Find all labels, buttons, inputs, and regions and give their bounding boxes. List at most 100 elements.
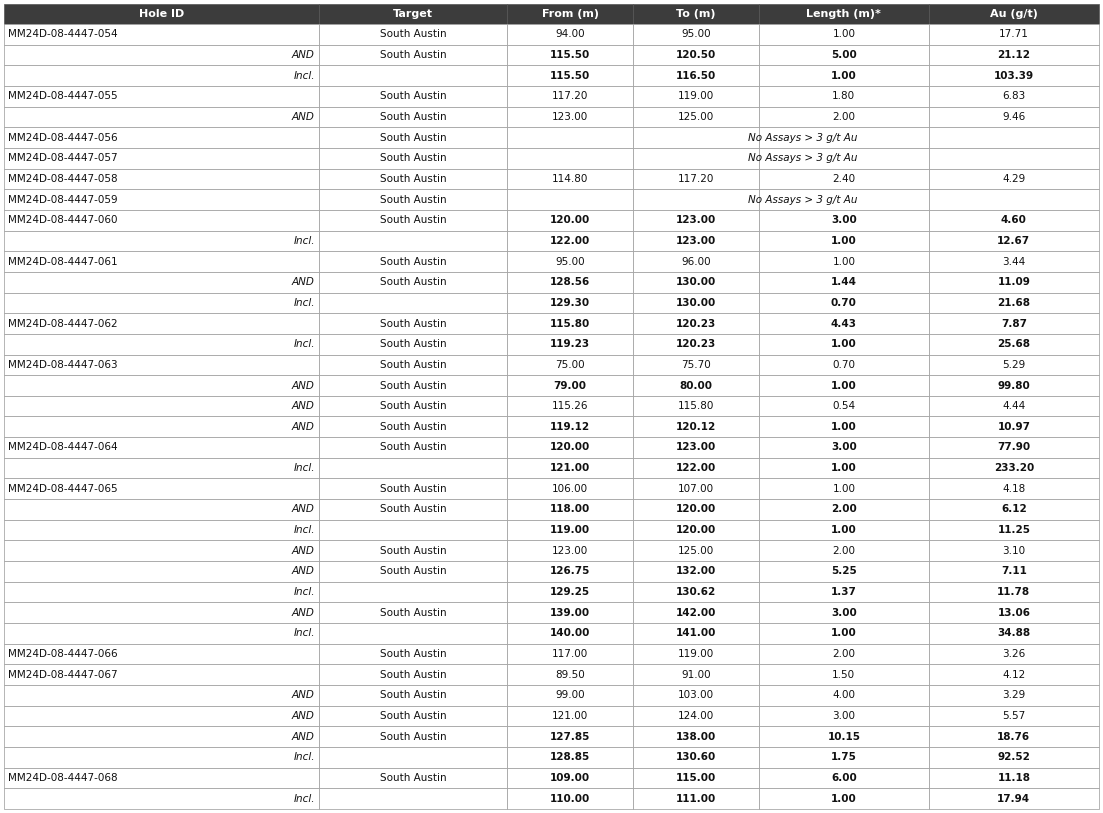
- Text: South Austin: South Austin: [379, 154, 447, 163]
- Text: AND: AND: [292, 567, 314, 576]
- Bar: [759, 107, 929, 128]
- Bar: [633, 582, 759, 602]
- Text: 2.00: 2.00: [833, 112, 855, 122]
- Bar: [4, 541, 319, 561]
- Text: 130.00: 130.00: [676, 277, 716, 287]
- Bar: [507, 107, 633, 128]
- Text: 6.83: 6.83: [1003, 91, 1026, 102]
- Bar: [4, 231, 319, 251]
- Text: 118.00: 118.00: [550, 504, 590, 515]
- Bar: [4, 520, 319, 541]
- Text: AND: AND: [292, 422, 314, 432]
- Bar: [929, 644, 1099, 664]
- Text: 1.00: 1.00: [833, 257, 855, 267]
- Bar: [4, 65, 319, 86]
- Bar: [319, 499, 507, 520]
- Text: 99.80: 99.80: [997, 380, 1030, 390]
- Text: 80.00: 80.00: [679, 380, 713, 390]
- Text: 132.00: 132.00: [676, 567, 716, 576]
- Text: AND: AND: [292, 380, 314, 390]
- Bar: [507, 644, 633, 664]
- Text: South Austin: South Austin: [379, 401, 447, 411]
- Bar: [319, 582, 507, 602]
- Text: 3.00: 3.00: [831, 608, 857, 618]
- Bar: [319, 747, 507, 767]
- Bar: [929, 375, 1099, 396]
- Bar: [4, 644, 319, 664]
- Bar: [633, 685, 759, 706]
- Bar: [4, 210, 319, 231]
- Text: 5.25: 5.25: [831, 567, 857, 576]
- Bar: [633, 520, 759, 541]
- Text: 10.15: 10.15: [827, 732, 860, 741]
- Bar: [319, 561, 507, 582]
- Bar: [633, 148, 759, 168]
- Bar: [4, 168, 319, 189]
- Bar: [929, 313, 1099, 334]
- Text: South Austin: South Austin: [379, 380, 447, 390]
- Text: Incl.: Incl.: [293, 339, 314, 350]
- Bar: [929, 623, 1099, 644]
- Text: 96.00: 96.00: [682, 257, 710, 267]
- Bar: [633, 416, 759, 437]
- Text: South Austin: South Austin: [379, 732, 447, 741]
- Bar: [929, 767, 1099, 789]
- Bar: [759, 664, 929, 685]
- Bar: [319, 334, 507, 354]
- Bar: [507, 313, 633, 334]
- Text: MM24D-08-4447-068: MM24D-08-4447-068: [8, 773, 118, 783]
- Bar: [4, 375, 319, 396]
- Text: 109.00: 109.00: [550, 773, 590, 783]
- Text: 120.12: 120.12: [676, 422, 716, 432]
- Text: 4.12: 4.12: [1003, 670, 1026, 680]
- Bar: [759, 416, 929, 437]
- Bar: [759, 479, 929, 499]
- Text: 2.00: 2.00: [833, 546, 855, 556]
- Text: 121.00: 121.00: [552, 711, 588, 721]
- Text: 1.80: 1.80: [833, 91, 856, 102]
- Text: 122.00: 122.00: [676, 463, 716, 473]
- Bar: [759, 334, 929, 354]
- Bar: [507, 479, 633, 499]
- Bar: [633, 747, 759, 767]
- Bar: [759, 623, 929, 644]
- Text: 34.88: 34.88: [997, 628, 1030, 638]
- Bar: [507, 189, 633, 210]
- Bar: [759, 582, 929, 602]
- Bar: [633, 561, 759, 582]
- Text: MM24D-08-4447-059: MM24D-08-4447-059: [8, 194, 118, 205]
- Text: 119.00: 119.00: [550, 525, 590, 535]
- Bar: [633, 396, 759, 416]
- Text: 3.00: 3.00: [833, 711, 855, 721]
- Text: South Austin: South Austin: [379, 670, 447, 680]
- Text: 3.26: 3.26: [1003, 649, 1026, 659]
- Bar: [929, 354, 1099, 375]
- Bar: [929, 602, 1099, 623]
- Text: 123.00: 123.00: [676, 236, 716, 246]
- Bar: [929, 24, 1099, 45]
- Bar: [929, 664, 1099, 685]
- Bar: [507, 602, 633, 623]
- Text: 7.11: 7.11: [1000, 567, 1027, 576]
- Bar: [4, 561, 319, 582]
- Text: 119.00: 119.00: [678, 91, 714, 102]
- Text: 3.10: 3.10: [1003, 546, 1026, 556]
- Bar: [929, 437, 1099, 458]
- Text: South Austin: South Austin: [379, 422, 447, 432]
- Text: 121.00: 121.00: [550, 463, 590, 473]
- Bar: [759, 602, 929, 623]
- Text: 115.50: 115.50: [550, 50, 590, 60]
- Text: 103.39: 103.39: [994, 71, 1034, 80]
- Text: MM24D-08-4447-061: MM24D-08-4447-061: [8, 257, 118, 267]
- Text: 123.00: 123.00: [676, 442, 716, 453]
- Bar: [4, 189, 319, 210]
- Bar: [507, 86, 633, 107]
- Bar: [633, 458, 759, 479]
- Bar: [319, 148, 507, 168]
- Text: 25.68: 25.68: [997, 339, 1030, 350]
- Text: 128.56: 128.56: [550, 277, 590, 287]
- Text: 4.29: 4.29: [1003, 174, 1026, 184]
- Bar: [507, 4, 633, 24]
- Bar: [4, 582, 319, 602]
- Text: 1.00: 1.00: [831, 793, 857, 804]
